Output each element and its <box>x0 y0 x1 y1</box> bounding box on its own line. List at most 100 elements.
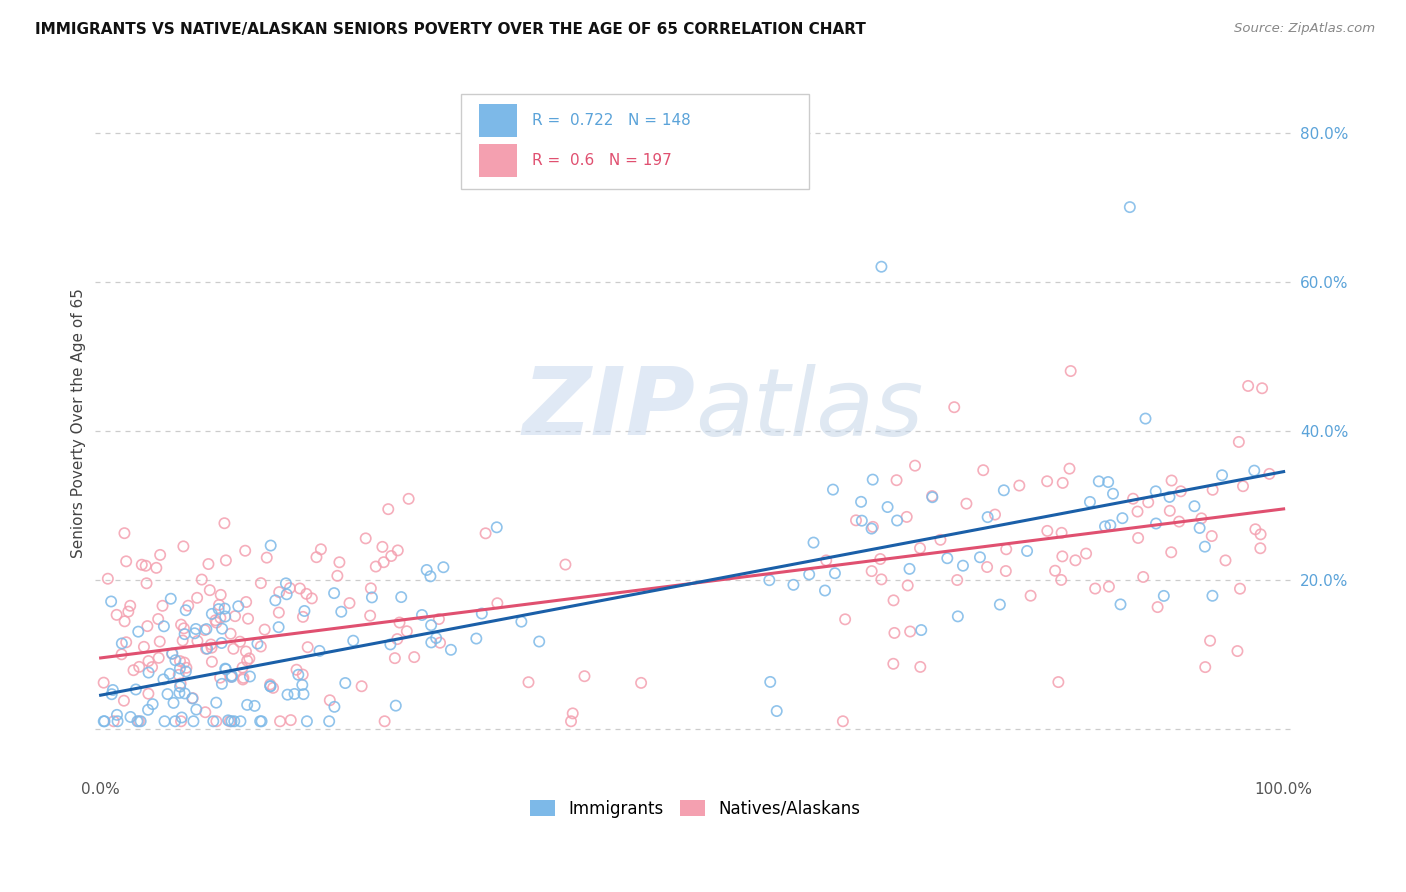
Natives/Alaskans <box>250 576 273 591</box>
Immigrants <box>221 670 243 684</box>
Natives/Alaskans <box>200 640 222 655</box>
Natives/Alaskans <box>1146 600 1168 615</box>
Immigrants <box>226 599 249 614</box>
Natives/Alaskans <box>1229 582 1251 596</box>
Immigrants <box>173 627 195 641</box>
Y-axis label: Seniors Poverty Over the Age of 65: Seniors Poverty Over the Age of 65 <box>72 288 86 558</box>
Immigrants <box>294 604 316 618</box>
Natives/Alaskans <box>359 608 381 623</box>
Natives/Alaskans <box>1137 495 1160 509</box>
Natives/Alaskans <box>517 675 540 690</box>
Natives/Alaskans <box>222 641 245 656</box>
Immigrants <box>308 644 330 658</box>
Immigrants <box>330 605 353 619</box>
Natives/Alaskans <box>305 550 328 565</box>
Immigrants <box>758 573 780 587</box>
Natives/Alaskans <box>169 654 191 668</box>
Immigrants <box>323 699 346 714</box>
Natives/Alaskans <box>208 598 231 612</box>
Natives/Alaskans <box>387 632 409 646</box>
Natives/Alaskans <box>112 694 135 708</box>
Immigrants <box>207 602 229 616</box>
Natives/Alaskans <box>1160 545 1182 559</box>
Natives/Alaskans <box>181 691 204 706</box>
Immigrants <box>100 594 122 608</box>
Natives/Alaskans <box>374 714 396 729</box>
Natives/Alaskans <box>1050 525 1073 540</box>
Natives/Alaskans <box>1126 504 1149 518</box>
Immigrants <box>152 673 174 687</box>
Natives/Alaskans <box>1036 475 1059 489</box>
Immigrants <box>93 714 115 729</box>
Natives/Alaskans <box>236 654 259 668</box>
Natives/Alaskans <box>219 626 242 640</box>
Immigrants <box>976 510 998 524</box>
Natives/Alaskans <box>1036 524 1059 538</box>
Immigrants <box>886 514 908 528</box>
Immigrants <box>173 686 195 700</box>
Immigrants <box>221 668 243 682</box>
Natives/Alaskans <box>128 714 150 729</box>
Natives/Alaskans <box>232 673 254 687</box>
Natives/Alaskans <box>395 624 418 639</box>
Immigrants <box>389 590 412 604</box>
Immigrants <box>465 632 488 646</box>
Immigrants <box>243 698 266 713</box>
Natives/Alaskans <box>561 706 583 721</box>
Natives/Alaskans <box>1201 529 1223 543</box>
Immigrants <box>214 609 236 624</box>
Immigrants <box>120 710 142 724</box>
Immigrants <box>259 679 281 693</box>
Natives/Alaskans <box>1194 660 1216 674</box>
Natives/Alaskans <box>173 621 195 635</box>
Immigrants <box>425 631 447 645</box>
Natives/Alaskans <box>1199 633 1222 648</box>
Natives/Alaskans <box>1059 461 1081 475</box>
Natives/Alaskans <box>943 401 966 415</box>
Immigrants <box>1144 516 1167 531</box>
Immigrants <box>952 558 974 573</box>
Natives/Alaskans <box>364 559 387 574</box>
Immigrants <box>276 587 298 601</box>
Natives/Alaskans <box>262 681 284 695</box>
Immigrants <box>127 714 149 729</box>
Natives/Alaskans <box>128 660 150 674</box>
Natives/Alaskans <box>236 612 259 626</box>
Immigrants <box>1119 200 1142 214</box>
Immigrants <box>249 714 271 729</box>
Natives/Alaskans <box>269 585 291 599</box>
Natives/Alaskans <box>297 640 319 655</box>
Immigrants <box>898 562 921 576</box>
Natives/Alaskans <box>1168 515 1191 529</box>
Text: R =  0.6   N = 197: R = 0.6 N = 197 <box>531 153 672 168</box>
Natives/Alaskans <box>319 693 342 707</box>
Natives/Alaskans <box>186 634 208 648</box>
Immigrants <box>215 662 238 676</box>
Natives/Alaskans <box>882 657 904 671</box>
Natives/Alaskans <box>831 714 853 729</box>
Natives/Alaskans <box>115 635 138 649</box>
Natives/Alaskans <box>1160 474 1182 488</box>
Natives/Alaskans <box>285 663 308 677</box>
Immigrants <box>159 666 181 681</box>
Natives/Alaskans <box>328 555 350 569</box>
Legend: Immigrants, Natives/Alaskans: Immigrants, Natives/Alaskans <box>523 793 868 824</box>
Natives/Alaskans <box>862 520 884 534</box>
Natives/Alaskans <box>955 497 977 511</box>
Natives/Alaskans <box>380 549 402 563</box>
Natives/Alaskans <box>131 558 153 572</box>
Immigrants <box>165 653 187 667</box>
Natives/Alaskans <box>630 676 652 690</box>
Immigrants <box>170 710 193 724</box>
Natives/Alaskans <box>170 714 193 729</box>
Immigrants <box>129 714 152 729</box>
Immigrants <box>291 678 314 692</box>
Immigrants <box>295 714 318 729</box>
Immigrants <box>259 679 281 693</box>
Immigrants <box>93 714 115 729</box>
Immigrants <box>287 667 309 681</box>
Natives/Alaskans <box>883 593 905 607</box>
Natives/Alaskans <box>145 561 167 575</box>
Immigrants <box>184 622 207 636</box>
Natives/Alaskans <box>815 553 838 567</box>
